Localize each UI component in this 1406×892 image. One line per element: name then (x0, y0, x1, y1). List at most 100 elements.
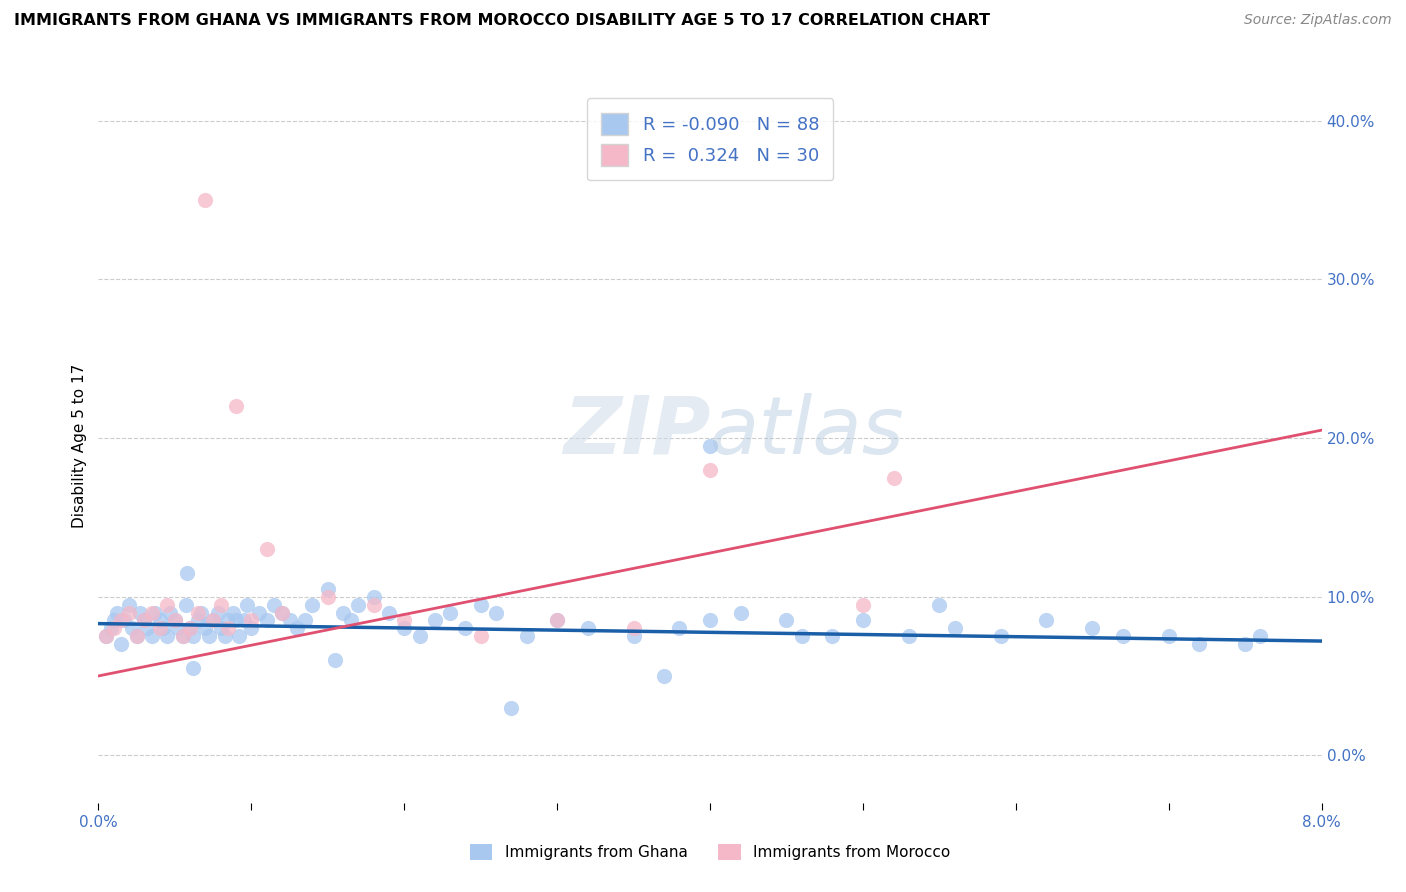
Point (332, 606, 354, 620)
Point (121, 621, 143, 635)
Point (103, 621, 125, 635)
Point (1188, 637, 1211, 651)
Point (485, 606, 508, 620)
Point (515, 629, 537, 643)
Point (181, 661, 204, 675)
Point (156, 598, 179, 612)
Point (174, 598, 197, 612)
Point (112, 614, 135, 628)
Point (197, 629, 219, 643)
Point (143, 606, 166, 620)
Legend: Immigrants from Ghana, Immigrants from Morocco: Immigrants from Ghana, Immigrants from M… (464, 838, 956, 866)
Point (339, 614, 361, 628)
Point (363, 590, 385, 604)
Point (790, 629, 813, 643)
Point (103, 614, 125, 628)
Point (278, 614, 301, 628)
Point (209, 621, 232, 635)
Point (699, 463, 721, 477)
Point (1234, 637, 1257, 651)
Point (378, 606, 401, 620)
Point (668, 621, 690, 635)
Point (176, 566, 198, 580)
Point (546, 614, 568, 628)
Point (623, 629, 645, 643)
Point (852, 614, 875, 628)
Point (100, 621, 122, 635)
Text: IMMIGRANTS FROM GHANA VS IMMIGRANTS FROM MOROCCO DISABILITY AGE 5 TO 17 CORRELAT: IMMIGRANTS FROM GHANA VS IMMIGRANTS FROM… (14, 13, 990, 29)
Text: ZIP: ZIP (562, 392, 710, 471)
Point (392, 621, 416, 635)
Point (325, 653, 347, 667)
Point (232, 614, 254, 628)
Point (141, 606, 163, 620)
Point (125, 629, 148, 643)
Point (202, 614, 225, 628)
Point (270, 606, 294, 620)
Point (1112, 629, 1135, 643)
Point (470, 598, 492, 612)
Point (209, 598, 232, 612)
Point (214, 629, 236, 643)
Point (136, 621, 159, 635)
Point (94, 629, 117, 643)
Point (187, 614, 209, 628)
Point (149, 621, 172, 635)
Point (202, 614, 225, 628)
Point (316, 582, 339, 596)
Point (152, 621, 174, 635)
Point (775, 614, 797, 628)
Point (1157, 629, 1180, 643)
Point (470, 629, 492, 643)
Point (172, 629, 194, 643)
Point (149, 614, 172, 628)
Point (118, 598, 141, 612)
Point (821, 629, 844, 643)
Y-axis label: Disability Age 5 to 17: Disability Age 5 to 17 (72, 364, 87, 528)
Point (1249, 629, 1271, 643)
Point (699, 439, 721, 453)
Point (194, 193, 217, 207)
Point (316, 590, 339, 604)
Point (501, 700, 523, 714)
Point (167, 621, 190, 635)
Point (225, 614, 247, 628)
Point (1081, 621, 1104, 635)
Point (247, 606, 270, 620)
Point (181, 629, 204, 643)
Point (235, 598, 257, 612)
Point (943, 621, 966, 635)
Point (159, 606, 181, 620)
Point (990, 629, 1012, 643)
Text: atlas: atlas (710, 392, 905, 471)
Point (883, 471, 905, 485)
Point (141, 629, 163, 643)
Point (439, 606, 461, 620)
Point (423, 614, 446, 628)
Point (194, 621, 217, 635)
Point (256, 614, 278, 628)
Point (94, 629, 117, 643)
Point (134, 614, 156, 628)
Point (228, 629, 250, 643)
Point (240, 621, 263, 635)
Point (156, 629, 179, 643)
Point (301, 598, 323, 612)
Point (110, 637, 132, 651)
Point (217, 614, 239, 628)
Point (652, 669, 675, 683)
Point (897, 629, 920, 643)
Point (263, 598, 285, 612)
Point (454, 621, 477, 635)
Point (125, 629, 148, 643)
Point (128, 606, 150, 620)
Point (207, 606, 229, 620)
Point (187, 606, 209, 620)
Point (294, 614, 316, 628)
Point (408, 629, 430, 643)
Point (110, 614, 132, 628)
Point (347, 598, 370, 612)
Point (225, 400, 247, 414)
Point (190, 606, 212, 620)
Point (699, 614, 721, 628)
